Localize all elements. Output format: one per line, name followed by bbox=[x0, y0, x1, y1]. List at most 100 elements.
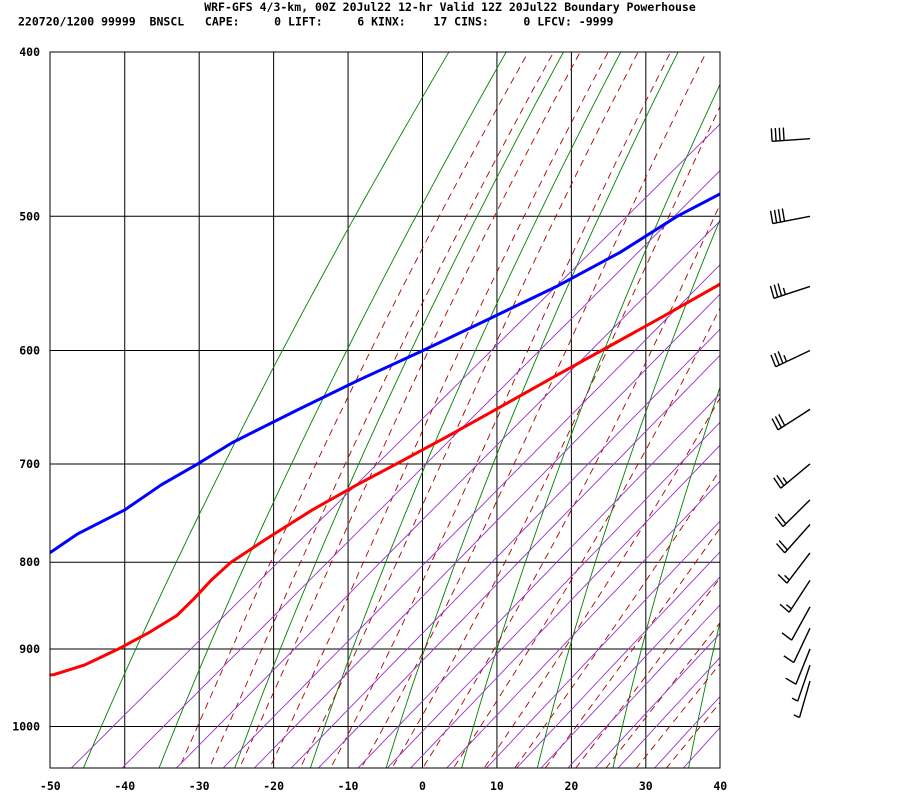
temperature-tick-label: -10 bbox=[338, 779, 359, 793]
wind-barb-staff bbox=[786, 552, 811, 584]
wind-barb-half-flag bbox=[783, 354, 788, 362]
wind-barb bbox=[774, 499, 811, 528]
moist-adiabat-line bbox=[299, 52, 639, 768]
moist-adiabat-line bbox=[360, 52, 707, 768]
wind-barb-staff bbox=[784, 524, 811, 554]
wind-barb-flag bbox=[783, 655, 795, 664]
pressure-tick-label: 800 bbox=[19, 555, 40, 569]
wind-barb-flag bbox=[770, 354, 777, 368]
temperature-tick-label: 10 bbox=[490, 779, 504, 793]
wind-barb-staff bbox=[772, 215, 811, 225]
mixing-ratio-line bbox=[617, 656, 720, 768]
wind-barb-flag bbox=[778, 540, 788, 551]
wind-barb-flag bbox=[769, 210, 774, 224]
wind-barb-flag bbox=[773, 209, 778, 223]
moist-adiabat-line bbox=[605, 621, 720, 768]
wind-barb bbox=[781, 606, 811, 641]
temperature-tick-label: -30 bbox=[189, 779, 210, 793]
mixing-ratio-line bbox=[485, 520, 720, 768]
wind-barb-flag bbox=[781, 208, 786, 222]
dry-adiabat-line bbox=[612, 385, 720, 768]
wind-barb-flag bbox=[773, 352, 780, 366]
moist-adiabat-line bbox=[544, 527, 720, 768]
wind-barb-staff bbox=[791, 606, 811, 641]
wind-barb-staff bbox=[788, 580, 811, 613]
wind-barb-flag bbox=[775, 543, 786, 554]
wind-barb-flag bbox=[777, 351, 784, 364]
moist-adiabat-line bbox=[269, 52, 609, 768]
moist-adiabat-line bbox=[238, 52, 581, 768]
wind-barb bbox=[769, 208, 811, 225]
mixing-ratio-line bbox=[567, 604, 720, 768]
wind-barb-staff bbox=[775, 349, 811, 368]
temperature-tick-label: -20 bbox=[263, 779, 284, 793]
wind-barb-flag bbox=[779, 603, 790, 613]
pressure-axis: 400 500 600 700 800 900 1000 bbox=[12, 45, 40, 734]
wind-barb-flag bbox=[777, 283, 783, 297]
wind-barb-flag bbox=[774, 128, 777, 142]
moist-adiabat-line bbox=[635, 663, 720, 768]
wind-barb-flag bbox=[782, 127, 785, 141]
dry-adiabat-line bbox=[309, 52, 622, 768]
chart-subtitle: 220720/1200 99999 BNSCL CAPE: 0 LIFT: 6 … bbox=[18, 15, 614, 29]
wind-barb-half-flag bbox=[791, 697, 799, 702]
temperature-trace bbox=[50, 282, 720, 677]
mixing-ratio-line bbox=[121, 170, 720, 768]
wind-barb-staff bbox=[782, 499, 811, 528]
wind-barb-staff bbox=[772, 138, 811, 143]
wind-barb-half-flag bbox=[785, 604, 792, 610]
dry-adiabat-line bbox=[461, 83, 720, 768]
wind-barb-flag bbox=[781, 632, 793, 641]
wind-barb bbox=[777, 552, 811, 584]
wind-barb bbox=[770, 127, 811, 143]
temperature-axis: -50 -40 -30 -20 -10 0 10 20 30 40 bbox=[40, 779, 727, 793]
wind-barb-half-flag bbox=[793, 714, 800, 719]
wind-barb bbox=[771, 408, 811, 431]
mixing-ratio-line bbox=[516, 551, 720, 768]
mixing-ratio-line bbox=[70, 123, 720, 768]
mixing-ratio-line bbox=[386, 421, 720, 768]
dry-adiabat-line bbox=[688, 620, 720, 768]
dry-adiabat-line bbox=[760, 0, 900, 797]
wind-barb-flag bbox=[778, 127, 781, 141]
temperature-tick-label: -40 bbox=[114, 779, 135, 793]
wind-barb bbox=[779, 580, 811, 613]
dry-adiabat-line bbox=[836, 0, 900, 797]
mixing-ratio-line bbox=[594, 632, 720, 768]
wind-barb-flag bbox=[774, 416, 782, 429]
moist-adiabat-line bbox=[452, 307, 720, 768]
wind-barb-staff bbox=[795, 648, 811, 685]
dry-adiabat-line bbox=[536, 218, 720, 768]
wind-barb-flag bbox=[777, 209, 782, 223]
wind-barb-staff bbox=[773, 285, 811, 300]
wind-barb-flag bbox=[769, 285, 775, 299]
mixing-ratio-line bbox=[253, 293, 720, 768]
moist-adiabat-line bbox=[391, 105, 720, 768]
sounding-traces bbox=[50, 192, 720, 677]
dewpoint-trace bbox=[50, 192, 720, 555]
wind-barb-flag bbox=[773, 477, 782, 489]
chart-title: WRF-GFS 4/3-km, 00Z 20Jul22 12-hr Valid … bbox=[204, 0, 696, 14]
mixing-ratio-line bbox=[222, 264, 720, 768]
background-lines bbox=[50, 0, 900, 797]
mixing-ratio-line bbox=[357, 393, 720, 768]
moist-adiabat-line bbox=[178, 52, 529, 768]
wind-barb-flag bbox=[770, 128, 773, 142]
wind-barb-staff bbox=[780, 463, 811, 489]
mixing-ratio-line bbox=[290, 328, 720, 768]
mixing-ratio-line bbox=[653, 695, 720, 768]
temperature-tick-label: 30 bbox=[639, 779, 653, 793]
mixing-ratio-line bbox=[175, 220, 720, 768]
pressure-tick-label: 700 bbox=[19, 457, 40, 471]
mixing-ratio-line bbox=[409, 444, 720, 768]
wind-barbs bbox=[769, 127, 811, 719]
wind-barb bbox=[775, 524, 811, 554]
plot-frame bbox=[49, 51, 721, 769]
wind-barb-half-flag bbox=[782, 477, 788, 484]
pressure-tick-label: 400 bbox=[19, 45, 40, 59]
moist-adiabat-line bbox=[665, 701, 720, 768]
wind-barb-staff bbox=[777, 408, 811, 431]
wind-barb-half-flag bbox=[782, 287, 786, 295]
wind-barb-flag bbox=[785, 677, 797, 685]
